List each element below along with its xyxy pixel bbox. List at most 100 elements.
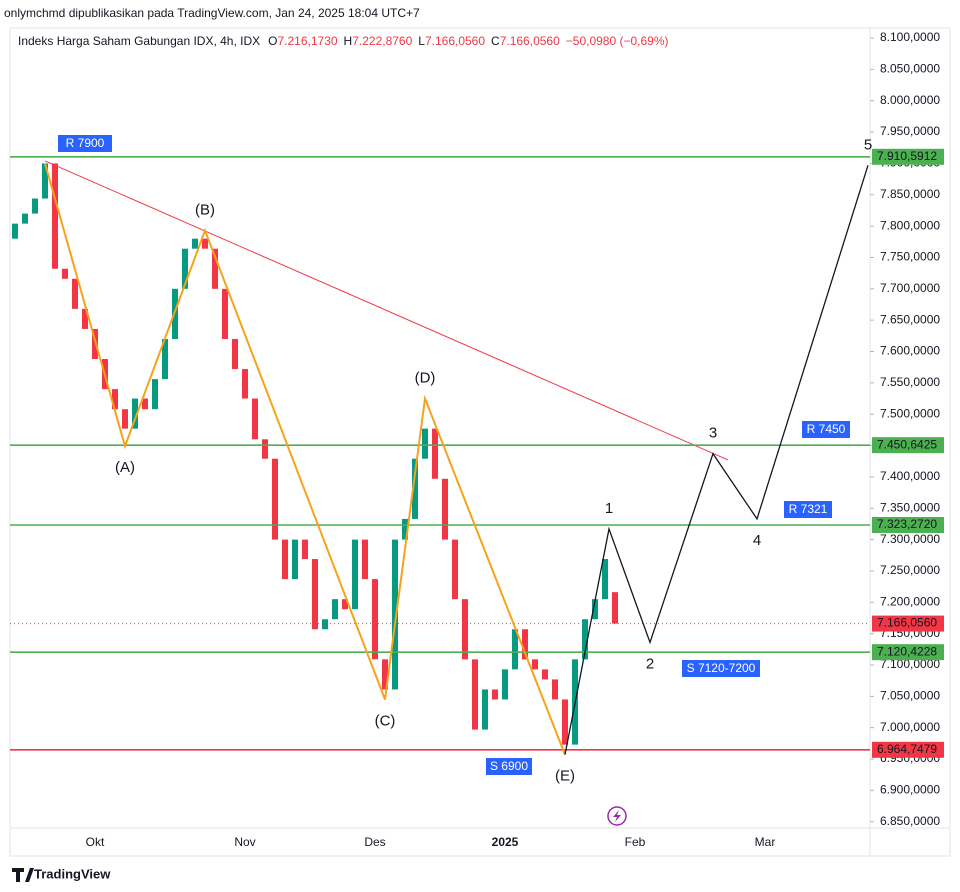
- event-icon-bolt: [613, 810, 621, 822]
- ohlc-value: 7.222,8760: [352, 34, 412, 48]
- candle: [82, 308, 88, 329]
- candle: [512, 629, 518, 670]
- x-tick-label: Des: [364, 835, 385, 849]
- annotation: R 7900: [66, 136, 105, 150]
- ohlc-key: L: [418, 34, 425, 48]
- ohlc-key: O: [268, 34, 277, 48]
- y-tick-label: 7.500,0000: [880, 406, 940, 420]
- candle: [362, 539, 368, 580]
- x-tick-label: Okt: [86, 835, 105, 849]
- chart-frame: [9, 27, 951, 857]
- candle: [62, 268, 68, 279]
- candle: [12, 223, 18, 239]
- annotation-box: [682, 660, 760, 677]
- wave-label: 1: [605, 500, 613, 517]
- candle: [42, 163, 48, 199]
- y-tick-label: 7.000,0000: [880, 720, 940, 734]
- annotation: S 6900: [490, 759, 528, 773]
- y-tick-label: 7.100,0000: [880, 657, 940, 671]
- candle: [342, 599, 348, 610]
- ohlc-key: H: [344, 34, 353, 48]
- level-label: 7.910,5912: [877, 149, 937, 163]
- y-tick-label: 7.700,0000: [880, 281, 940, 295]
- candle: [372, 579, 378, 660]
- legend: Indeks Harga Saham Gabungan IDX, 4h, IDX…: [18, 34, 669, 48]
- wave-label: (A): [115, 459, 135, 476]
- level-badge: [872, 615, 944, 632]
- annotation: R 7450: [807, 422, 846, 436]
- level-badge: [872, 741, 944, 758]
- annotation-box: [802, 421, 850, 438]
- change: −50,0980 (−0,69%): [566, 34, 669, 48]
- candle: [382, 659, 388, 690]
- candle: [282, 539, 288, 580]
- wave-line: [44, 163, 566, 756]
- candle: [462, 599, 468, 660]
- candle: [612, 592, 618, 624]
- candle: [122, 409, 128, 429]
- candle: [192, 238, 198, 249]
- y-tick-label: 7.750,0000: [880, 250, 940, 264]
- level-badge: [872, 437, 944, 454]
- wave-label: 5: [864, 136, 872, 153]
- candle: [532, 659, 538, 670]
- y-tick-label: 7.250,0000: [880, 563, 940, 577]
- wave-label: (D): [415, 370, 436, 387]
- y-tick-label: 7.050,0000: [880, 689, 940, 703]
- event-icon[interactable]: [607, 806, 627, 826]
- y-tick-label: 7.400,0000: [880, 469, 940, 483]
- candle: [432, 428, 438, 479]
- candle: [582, 619, 588, 660]
- wave-label: 2: [646, 655, 654, 672]
- level-badge: [872, 644, 944, 661]
- y-tick-label: 7.200,0000: [880, 594, 940, 608]
- level-label: 7.120,4228: [877, 644, 937, 658]
- y-tick-label: 8.000,0000: [880, 93, 940, 107]
- annotations: R 7900 R 7450 R 7321 S 7120-7200 S 6900: [58, 135, 850, 775]
- candle: [182, 248, 188, 289]
- candle: [602, 559, 608, 600]
- candle: [22, 213, 28, 224]
- y-tick-label: 6.900,0000: [880, 783, 940, 797]
- wave-line: [564, 165, 869, 755]
- candle: [162, 338, 168, 380]
- wave-label: (E): [555, 768, 575, 785]
- candle: [302, 539, 308, 560]
- candle: [92, 328, 98, 360]
- x-tick-label: 2025: [492, 835, 519, 849]
- y-tick-label: 6.850,0000: [880, 814, 940, 828]
- y-tick-label: 7.850,0000: [880, 187, 940, 201]
- candle: [112, 389, 118, 410]
- candle: [352, 539, 358, 610]
- candle: [142, 398, 148, 410]
- candle: [202, 238, 208, 249]
- candle: [252, 398, 258, 440]
- y-tick-label: 7.650,0000: [880, 312, 940, 326]
- candle: [562, 699, 568, 745]
- annotation-box: [784, 501, 832, 518]
- ohlc-key: C: [491, 34, 500, 48]
- annotation-box: [58, 135, 112, 152]
- candle: [412, 458, 418, 519]
- annotation: R 7321: [789, 502, 828, 516]
- ohlc-value: 7.166,0560: [425, 34, 485, 48]
- y-tick-label: 7.800,0000: [880, 218, 940, 232]
- candle: [452, 539, 458, 600]
- candle: [592, 599, 598, 620]
- candle: [272, 458, 278, 540]
- plot: 8.100,0000 8.050,0000 8.000,0000 7.950,0000…: [10, 30, 940, 849]
- level-label: 7.450,6425: [877, 437, 937, 451]
- candle: [442, 478, 448, 540]
- brand: TradingView: [34, 866, 111, 881]
- x-tick-label: Nov: [234, 835, 255, 849]
- candle: [312, 559, 318, 630]
- y-tick-label: 7.600,0000: [880, 344, 940, 358]
- candle: [542, 669, 548, 680]
- candle: [242, 369, 248, 399]
- candle: [292, 539, 298, 580]
- level-badge: [872, 517, 944, 534]
- candle: [132, 398, 138, 429]
- y-tick-label: 8.050,0000: [880, 62, 940, 76]
- y-tick-label: 7.300,0000: [880, 532, 940, 546]
